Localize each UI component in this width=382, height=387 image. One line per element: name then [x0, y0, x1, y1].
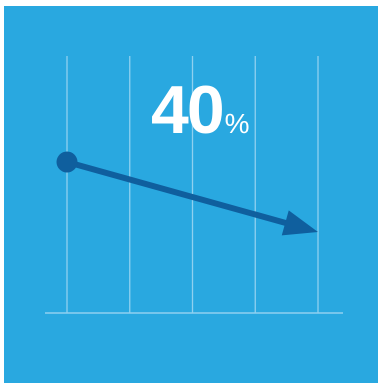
trend-arrowhead [281, 210, 318, 236]
percent-callout: 40% [151, 76, 250, 144]
trend-start-point [56, 151, 78, 173]
percent-value: 40 [151, 72, 225, 148]
trend-line [66, 159, 294, 228]
percent-unit: % [224, 108, 250, 139]
vertical-gridlines [66, 56, 319, 313]
